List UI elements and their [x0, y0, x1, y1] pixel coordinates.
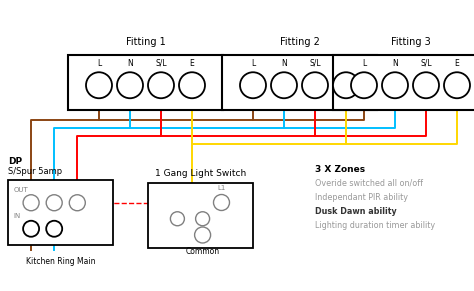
Text: Fitting 3: Fitting 3	[391, 37, 430, 47]
Text: E: E	[344, 59, 348, 68]
Bar	[148, 183, 253, 248]
Circle shape	[333, 72, 359, 98]
Bar	[222, 55, 377, 110]
Circle shape	[444, 72, 470, 98]
Text: S/Spur 5amp: S/Spur 5amp	[8, 167, 62, 176]
Circle shape	[23, 221, 39, 237]
Text: Fitting 2: Fitting 2	[280, 37, 319, 47]
Text: L: L	[97, 59, 101, 68]
Circle shape	[46, 221, 62, 237]
Bar	[8, 180, 113, 245]
Text: L: L	[362, 59, 366, 68]
Circle shape	[148, 72, 174, 98]
Text: S/L: S/L	[309, 59, 321, 68]
Circle shape	[302, 72, 328, 98]
Circle shape	[351, 72, 377, 98]
Text: N: N	[127, 59, 133, 68]
Circle shape	[213, 194, 229, 210]
Circle shape	[382, 72, 408, 98]
Circle shape	[46, 195, 62, 211]
Circle shape	[195, 227, 210, 243]
Circle shape	[86, 72, 112, 98]
Text: OUT: OUT	[13, 187, 28, 193]
Text: N: N	[392, 59, 398, 68]
Text: L: L	[251, 59, 255, 68]
Text: Independant PIR ability: Independant PIR ability	[315, 193, 408, 202]
Text: Dusk Dawn ability: Dusk Dawn ability	[315, 207, 397, 216]
Circle shape	[117, 72, 143, 98]
Text: Overide switched all on/off: Overide switched all on/off	[315, 179, 423, 188]
Text: 1 Gang Light Switch: 1 Gang Light Switch	[155, 169, 246, 178]
Bar	[333, 55, 474, 110]
Circle shape	[179, 72, 205, 98]
Circle shape	[240, 72, 266, 98]
Text: Lighting duration timer ability: Lighting duration timer ability	[315, 221, 435, 230]
Text: S/L: S/L	[420, 59, 432, 68]
Circle shape	[196, 212, 210, 226]
Text: L1: L1	[217, 185, 226, 191]
Text: 3 X Zones: 3 X Zones	[315, 165, 365, 174]
Text: DP: DP	[8, 157, 22, 166]
Text: Fitting 1: Fitting 1	[126, 37, 165, 47]
Text: S/L: S/L	[155, 59, 167, 68]
Text: N: N	[281, 59, 287, 68]
Text: Common: Common	[185, 247, 219, 256]
Text: E: E	[190, 59, 194, 68]
Text: IN: IN	[13, 213, 20, 219]
Circle shape	[413, 72, 439, 98]
Circle shape	[69, 195, 85, 211]
Circle shape	[23, 195, 39, 211]
Text: Kitchen Ring Main: Kitchen Ring Main	[26, 257, 95, 266]
Bar	[68, 55, 223, 110]
Circle shape	[271, 72, 297, 98]
Circle shape	[170, 212, 184, 226]
Text: E: E	[455, 59, 459, 68]
